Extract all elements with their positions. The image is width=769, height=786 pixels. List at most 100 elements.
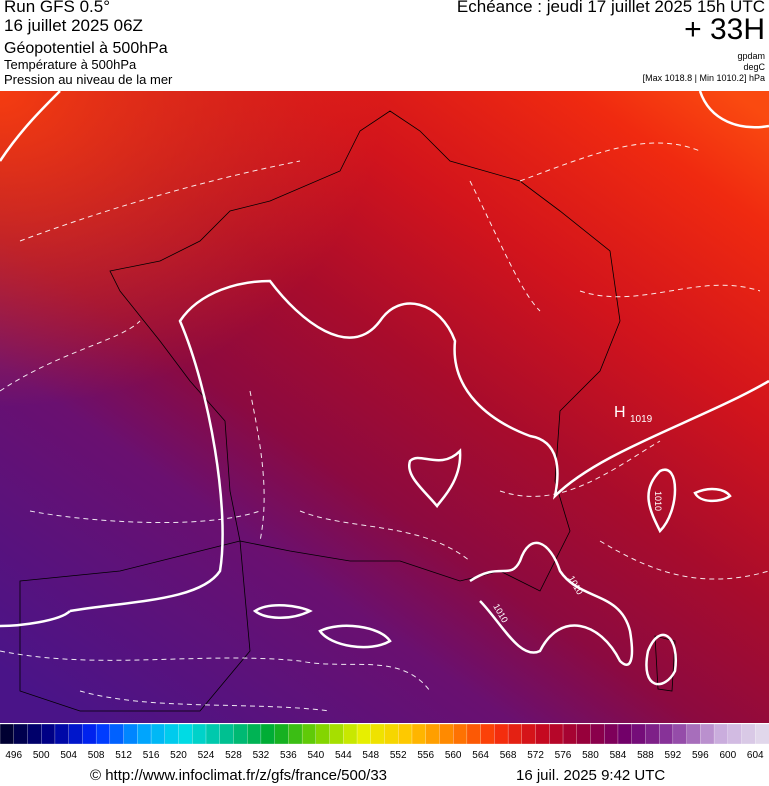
colorbar-cell [54, 723, 70, 745]
colorbar-label: 596 [692, 750, 709, 761]
colorbar-cell [192, 723, 207, 745]
colorbar-cell [205, 723, 221, 745]
colorbar-label: 560 [445, 750, 462, 761]
colorbar-cell [233, 723, 248, 745]
colorbar-cell [672, 723, 688, 745]
colorbar-cell [466, 723, 482, 745]
isobar [0, 91, 769, 686]
colorbar-cell [617, 723, 633, 745]
colorbar-cell [301, 723, 317, 745]
colorbar-cell [137, 723, 152, 745]
colorbar-cell [425, 723, 441, 745]
colorbar-cell [507, 723, 523, 745]
unit-label: degC [743, 62, 765, 72]
colorbar-label: 584 [610, 750, 627, 761]
colorbar-cell [219, 723, 235, 745]
colorbar-cell [288, 723, 303, 745]
layer-label: Température à 500hPa [4, 57, 137, 72]
colorbar-cell [13, 723, 29, 745]
colorbar-cell [521, 723, 537, 745]
colorbar-cell [755, 723, 769, 745]
colorbar-label: 504 [60, 750, 77, 761]
colorbar-label: 544 [335, 750, 352, 761]
colorbar-cell [590, 723, 605, 745]
lead-time: + 33H [684, 13, 765, 46]
colorbar-cell [453, 723, 468, 745]
colorbar-label: 580 [582, 750, 599, 761]
colorbar-label: 600 [719, 750, 736, 761]
colorbar-label: 528 [225, 750, 242, 761]
run-label: Run GFS 0.5° [4, 0, 111, 16]
colorbar-label: 568 [500, 750, 517, 761]
colorbar-label: 592 [665, 750, 682, 761]
run-date: 16 juillet 2025 06Z [4, 16, 143, 35]
colorbar-cell [247, 723, 262, 745]
colorbar-cell [329, 723, 344, 745]
colorbar-cell [741, 723, 756, 745]
field [0, 91, 769, 723]
colorbar-label: 604 [747, 750, 764, 761]
map: H 1019 1010 1010 1010 [0, 91, 769, 723]
colorbar-label: 524 [198, 750, 215, 761]
colorbar-cell [549, 723, 564, 745]
colorbar-cell [274, 723, 290, 745]
colorbar-cell [343, 723, 358, 745]
colorbar-cell [41, 723, 56, 745]
colorbar-label: 552 [390, 750, 407, 761]
colorbar-cell [260, 723, 276, 745]
colorbar-cell [27, 723, 42, 745]
colorbar-cell [82, 723, 97, 745]
colorbar-cell [123, 723, 138, 745]
colorbar-label: 532 [253, 750, 270, 761]
colorbar-label: 508 [88, 750, 105, 761]
colorbar-cell [480, 723, 496, 745]
colorbar-cell [439, 723, 454, 745]
colorbar-cell [700, 723, 715, 745]
colorbar-label: 540 [307, 750, 324, 761]
source-url: © http://www.infoclimat.fr/z/gfs/france/… [90, 767, 388, 784]
colorbar-cell [370, 723, 386, 745]
colorbar-label: 564 [472, 750, 489, 761]
colorbar-cell [384, 723, 399, 745]
colorbar-label: 496 [5, 750, 22, 761]
colorbar-label: 520 [170, 750, 187, 761]
temperature-contour [0, 142, 769, 712]
colorbar: 496 500 504 508 512 516 520 524 528 532 536 540 544 5… [0, 723, 769, 761]
colorbar-cell [95, 723, 111, 745]
timestamp: 16 juil. 2025 9:42 UTC [516, 767, 666, 784]
colorbar-cell [535, 723, 550, 745]
colorbar-label: 576 [555, 750, 572, 761]
colorbar-cell [0, 723, 15, 745]
colorbar-label: 500 [33, 750, 50, 761]
colorbar-cell [411, 723, 427, 745]
layer-label: Pression au niveau de la mer [4, 72, 173, 87]
pressure-range: [Max 1018.8 | Min 1010.2] hPa [642, 73, 765, 83]
colorbar-cell [109, 723, 125, 745]
colorbar-label: 548 [362, 750, 379, 761]
colorbar-cell [315, 723, 331, 745]
layer-label: Géopotentiel à 500hPa [4, 40, 168, 57]
isobar-label: 1010 [653, 491, 663, 511]
high-label: H [614, 404, 626, 421]
colorbar-label: 556 [417, 750, 434, 761]
colorbar-label: 588 [637, 750, 654, 761]
coastline [19, 110, 676, 712]
colorbar-label: 536 [280, 750, 297, 761]
high-value: 1019 [630, 414, 653, 425]
colorbar-cell [494, 723, 509, 745]
colorbar-cell [658, 723, 674, 745]
unit-label: gpdam [737, 51, 765, 61]
colorbar-cell [398, 723, 413, 745]
colorbar-cell [576, 723, 592, 745]
valid-time: Echéance : jeudi 17 juillet 2025 15h UTC [456, 0, 765, 16]
colorbar-cell [727, 723, 743, 745]
colorbar-cell [68, 723, 84, 745]
colorbar-cell [356, 723, 372, 745]
colorbar-cell [604, 723, 619, 745]
colorbar-cell [645, 723, 660, 745]
colorbar-label: 572 [527, 750, 544, 761]
colorbar-label: 512 [115, 750, 132, 761]
colorbar-cell [562, 723, 578, 745]
colorbar-cell [178, 723, 193, 745]
